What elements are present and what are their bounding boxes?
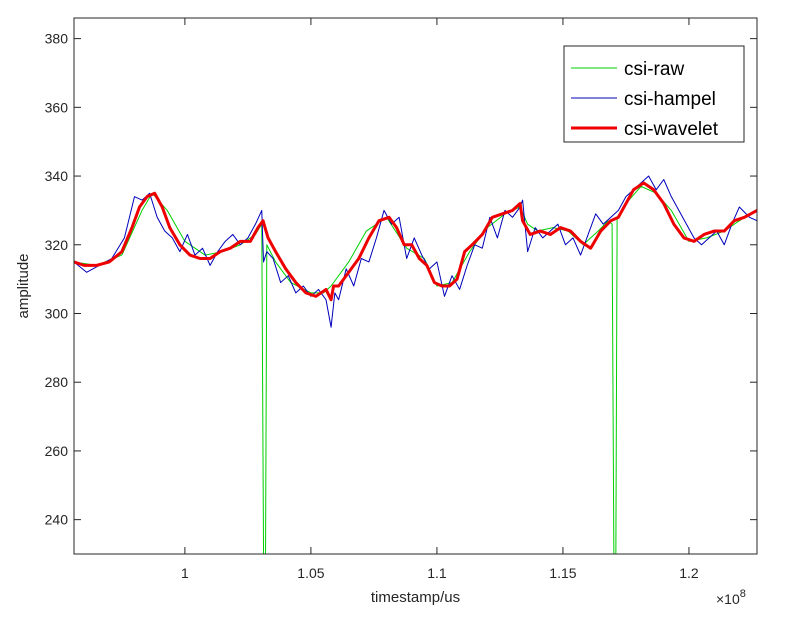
- y-tick-label: 360: [45, 99, 69, 115]
- x-tick-label: 1.2: [679, 565, 699, 581]
- y-tick-label: 260: [45, 443, 69, 459]
- legend-label-csi-raw: csi-raw: [624, 59, 684, 80]
- x-axis-exponent-base: ×10: [716, 591, 740, 607]
- y-tick-label: 320: [45, 237, 69, 253]
- x-tick-label: 1.05: [297, 565, 324, 581]
- y-tick-label: 280: [45, 374, 69, 390]
- y-tick-label: 380: [45, 31, 69, 47]
- legend: csi-raw csi-hampel csi-wavelet: [563, 45, 745, 143]
- x-axis-exponent: ×108: [716, 588, 746, 607]
- x-tick-label: 1.15: [549, 565, 576, 581]
- y-tick-label: 240: [45, 512, 69, 528]
- x-axis-exponent-power: 8: [740, 588, 746, 600]
- plot-frame: [73, 17, 758, 555]
- y-tick-label: 340: [45, 168, 69, 184]
- legend-label-csi-wavelet: csi-wavelet: [624, 119, 719, 140]
- series-line-csi-wavelet: [74, 181, 757, 302]
- plot-area: [73, 17, 758, 555]
- y-axis-label: amplitude: [15, 253, 32, 318]
- y-tick-label: 300: [45, 305, 69, 321]
- x-tick-label: 1: [181, 565, 189, 581]
- x-tick-label: 1.1: [427, 565, 447, 581]
- x-axis-label: timestamp/us: [371, 589, 460, 606]
- axis-ticks: 1 1.05 1.1 1.15 1.2 240 260 280 300 320 340 360 380: [45, 18, 757, 581]
- legend-entries: csi-raw csi-hampel csi-wavelet: [571, 59, 719, 140]
- legend-label-csi-hampel: csi-hampel: [624, 89, 716, 110]
- legend-box: [563, 45, 745, 143]
- series-layer: [74, 175, 757, 554]
